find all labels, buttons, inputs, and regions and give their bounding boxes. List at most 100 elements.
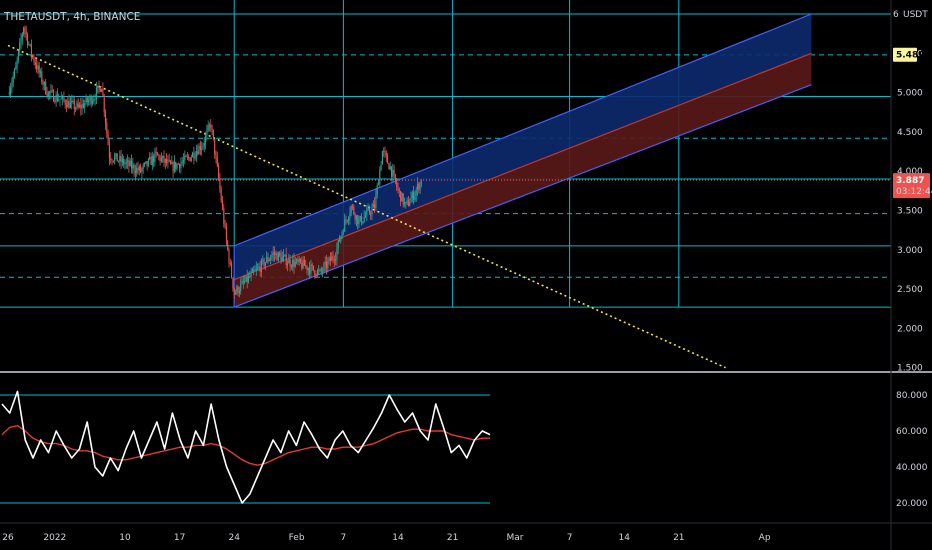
candle-body — [255, 268, 257, 270]
candle-300 — [398, 187, 400, 198]
candle-167 — [225, 222, 227, 246]
candle-181 — [244, 274, 246, 285]
trendline — [7, 44, 726, 369]
candle-5 — [15, 61, 17, 70]
candle-119 — [163, 150, 165, 168]
candle-315 — [418, 182, 420, 194]
candle-61 — [88, 96, 90, 106]
candle-body — [350, 205, 352, 214]
candle-body — [270, 257, 272, 260]
candle-299 — [397, 182, 399, 194]
candle-body — [98, 85, 100, 88]
candle-body — [407, 200, 409, 206]
candle-body — [62, 96, 64, 99]
candle-280 — [372, 200, 374, 208]
candle-body — [181, 161, 183, 164]
candle-body — [254, 269, 256, 271]
candle-body — [21, 34, 23, 40]
candle-199 — [267, 252, 269, 265]
candle-body — [411, 192, 413, 199]
candle-body — [340, 236, 342, 242]
time-axis[interactable]: 26 2022 10 17 24 Feb 7 14 21 Mar 7 14 21 Ap — [2, 533, 771, 543]
candle-296 — [393, 164, 395, 179]
price-tick-label: 4.500 — [897, 128, 923, 138]
candle-101 — [140, 163, 142, 174]
candle-56 — [81, 97, 83, 115]
candle-body — [16, 59, 18, 67]
candle-74 — [104, 109, 107, 130]
candle-107 — [147, 157, 149, 168]
candle-72 — [102, 82, 104, 97]
time-tick-label: 7 — [567, 533, 573, 543]
candle-body — [271, 254, 273, 258]
candle-body — [318, 270, 320, 272]
candle-body — [160, 157, 162, 162]
candle-body — [354, 213, 356, 220]
candle-body — [154, 151, 156, 163]
candle-151 — [205, 131, 207, 150]
rsi-axis[interactable]: 80.000 60.000 40.000 20.000 — [896, 391, 928, 509]
price-pane[interactable] — [0, 0, 891, 369]
candle-232 — [310, 259, 312, 279]
price-axis[interactable]: 5.5005.0004.5004.0003.5003.0002.5002.000… — [897, 49, 923, 373]
candle-283 — [376, 182, 378, 199]
time-tick-label: 21 — [673, 533, 684, 543]
candle-body — [158, 155, 160, 157]
candle-body — [311, 264, 313, 266]
highlight-label-bg — [893, 47, 917, 62]
candle-121 — [166, 153, 168, 167]
candle-302 — [401, 191, 403, 202]
candle-261 — [348, 216, 350, 226]
candle-112 — [154, 147, 156, 167]
candle-body — [259, 266, 261, 273]
candle-223 — [298, 255, 300, 266]
candle-9 — [20, 32, 22, 50]
candle-137 — [186, 152, 188, 160]
candle-body — [75, 108, 77, 110]
candle-body — [193, 152, 195, 159]
candle-81 — [114, 152, 116, 165]
candle-146 — [198, 143, 200, 155]
candle-148 — [201, 141, 203, 156]
candle-251 — [335, 252, 337, 266]
candle-20 — [34, 58, 36, 70]
candle-215 — [288, 253, 290, 264]
candle-254 — [338, 235, 341, 243]
time-tick-label: 24 — [228, 533, 240, 543]
candle-body — [406, 200, 408, 203]
candle-body — [69, 102, 71, 109]
candle-body — [41, 71, 43, 83]
candle-body — [72, 100, 74, 102]
candle-110 — [151, 151, 153, 171]
candle-16 — [29, 43, 31, 47]
candle-body — [420, 182, 422, 183]
candle-body — [91, 100, 94, 104]
candle-body — [8, 92, 10, 95]
candle-body — [59, 99, 61, 101]
rsi-pane[interactable] — [0, 390, 491, 504]
candle-105 — [145, 161, 147, 165]
candle-304 — [403, 197, 406, 208]
candle-body — [214, 138, 216, 155]
candle-body — [195, 151, 198, 157]
candle-87 — [121, 154, 123, 167]
candle-156 — [211, 124, 213, 136]
candle-body — [10, 87, 12, 95]
candle-217 — [290, 264, 292, 270]
candle-118 — [162, 155, 164, 163]
candle-body — [34, 62, 36, 65]
candle-body — [182, 160, 185, 162]
candle-body — [151, 155, 153, 165]
candle-42 — [63, 91, 65, 103]
candle-body — [224, 223, 226, 227]
candle-202 — [271, 251, 273, 261]
candle-body — [320, 269, 322, 272]
candle-29 — [46, 86, 48, 99]
dotted-trendline — [7, 44, 726, 369]
candle-38 — [58, 93, 60, 102]
candle-body — [162, 155, 164, 158]
highlight-label-text: 5.482 — [896, 51, 924, 61]
candle-body — [305, 265, 307, 267]
candle-body — [242, 281, 244, 283]
candle-160 — [216, 151, 218, 168]
